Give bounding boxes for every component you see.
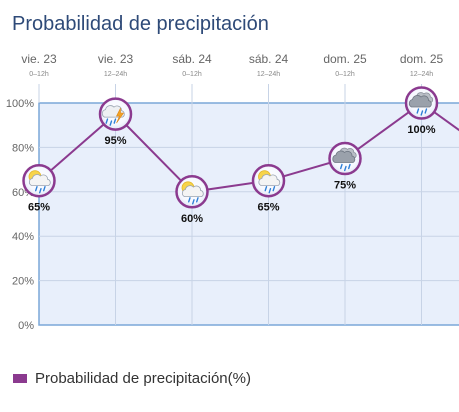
data-value-label: 65%: [28, 202, 50, 214]
x-category-period-label: 12–24h: [410, 71, 433, 78]
data-value-label: 95%: [104, 135, 126, 147]
x-category-period-label: 0–12h: [335, 71, 355, 78]
y-tick-label: 40%: [12, 231, 34, 243]
legend-swatch: [13, 374, 27, 383]
x-category-day-label: vie. 23: [21, 52, 57, 66]
cloud-shape: [332, 150, 356, 163]
rain-drop: [109, 120, 113, 126]
cloud-rain-icon: [404, 86, 439, 120]
rain-drop: [420, 110, 424, 116]
rain-drop: [348, 163, 351, 170]
x-category-day-label: sáb. 24: [249, 52, 289, 66]
legend-label: Probabilidad de precipitación(%): [35, 370, 251, 387]
y-tick-label: 0%: [18, 320, 34, 332]
y-tick-label: 20%: [12, 276, 34, 288]
y-tick-label: 100%: [6, 98, 34, 110]
x-category-period-label: 12–24h: [257, 71, 280, 78]
rain-drop: [344, 165, 347, 172]
cloud-shape: [408, 95, 432, 108]
cloud-shape: [181, 185, 204, 197]
rain-drop: [43, 185, 46, 192]
plot-area: [38, 102, 459, 326]
cloud-shape: [258, 174, 281, 186]
rain-drop: [113, 118, 117, 124]
data-value-label: 65%: [257, 202, 279, 214]
x-category-day-label: sáb. 24: [172, 52, 212, 66]
sun-cloud-rain-icon: [175, 175, 209, 209]
x-category-period-label: 0–12h: [29, 71, 49, 78]
rain-drop: [272, 185, 276, 192]
rain-drop: [424, 108, 428, 114]
rain-drop: [35, 185, 38, 192]
rain-drop: [191, 199, 195, 205]
cloud-shape: [28, 174, 51, 186]
rain-drop: [268, 187, 272, 194]
rain-drop: [264, 185, 268, 192]
x-category-period-label: 12–24h: [104, 71, 127, 78]
x-category-day-label: dom. 25: [323, 52, 367, 66]
rain-drop: [187, 197, 191, 203]
lightning-bolt: [116, 107, 125, 124]
legend[interactable]: Probabilidad de precipitación(%): [13, 370, 251, 387]
rain-drop: [105, 118, 109, 124]
x-category-day-label: vie. 23: [98, 52, 134, 66]
y-tick-label: 80%: [12, 142, 34, 154]
data-value-label: 60%: [181, 213, 203, 225]
sun-cloud-rain-icon: [251, 163, 286, 198]
chart-title: Probabilidad de precipitación: [12, 13, 269, 35]
rain-drop: [416, 108, 420, 114]
sun-cloud-rain-icon: [22, 163, 56, 198]
rain-drop: [195, 197, 199, 203]
x-category-day-label: dom. 25: [400, 52, 444, 66]
rain-drop: [39, 187, 42, 194]
cloud-storm-icon: [98, 97, 133, 131]
data-value-label: 75%: [334, 180, 356, 192]
data-value-label: 100%: [407, 124, 435, 136]
rain-drop: [340, 163, 343, 170]
cloud-rain-icon: [328, 141, 362, 176]
x-category-period-label: 0–12h: [182, 71, 202, 78]
